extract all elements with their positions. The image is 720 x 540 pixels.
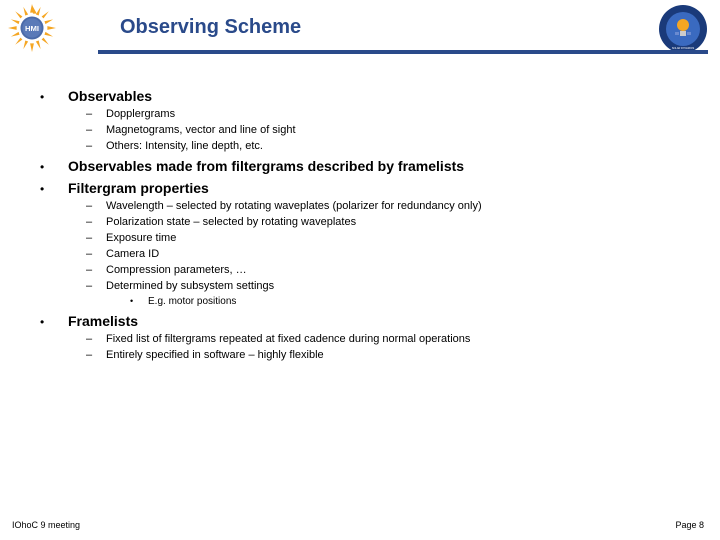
section-heading: • Observables made from filtergrams desc… (40, 158, 680, 174)
dash-icon: – (86, 108, 106, 120)
section-label: Observables made from filtergrams descri… (68, 158, 464, 174)
section-label: Filtergram properties (68, 180, 209, 196)
item-text: Polarization state – selected by rotatin… (106, 216, 356, 228)
section-label: Observables (68, 88, 152, 104)
bullet-icon: • (40, 90, 68, 104)
slide-header: HMI SOLAR DYNAMICS OBSERVATORY Observing… (0, 0, 720, 64)
bullet-icon: • (40, 160, 68, 174)
slide-body: • Observables –Dopplergrams –Magnetogram… (40, 82, 680, 365)
sub-list-item: •E.g. motor positions (130, 296, 680, 307)
section-label: Framelists (68, 313, 138, 329)
section-heading: • Framelists (40, 313, 680, 329)
list-item: –Compression parameters, … (86, 264, 680, 276)
footer-left: IOhoC 9 meeting (12, 520, 80, 530)
title-underline (98, 50, 708, 54)
list-item: –Entirely specified in software – highly… (86, 349, 680, 361)
dash-icon: – (86, 280, 106, 292)
list-item: –Magnetograms, vector and line of sight (86, 124, 680, 136)
list-item: –Wavelength – selected by rotating wavep… (86, 200, 680, 212)
dash-icon: – (86, 216, 106, 228)
subitem-text: E.g. motor positions (148, 296, 236, 307)
sdo-logo: SOLAR DYNAMICS OBSERVATORY (658, 4, 708, 54)
hmi-logo: HMI (8, 4, 56, 52)
item-text: Entirely specified in software – highly … (106, 349, 324, 361)
list-item: –Others: Intensity, line depth, etc. (86, 140, 680, 152)
dash-icon: – (86, 200, 106, 212)
item-text: Camera ID (106, 248, 159, 260)
list-item: –Exposure time (86, 232, 680, 244)
dash-icon: – (86, 264, 106, 276)
footer-right: Page 8 (675, 520, 704, 530)
dash-icon: – (86, 124, 106, 136)
item-text: Others: Intensity, line depth, etc. (106, 140, 263, 152)
svg-text:HMI: HMI (25, 24, 39, 33)
list-item: –Polarization state – selected by rotati… (86, 216, 680, 228)
item-text: Compression parameters, … (106, 264, 247, 276)
list-item: –Camera ID (86, 248, 680, 260)
list-item: –Fixed list of filtergrams repeated at f… (86, 333, 680, 345)
bullet-icon: • (130, 296, 148, 306)
item-text: Wavelength – selected by rotating wavepl… (106, 200, 482, 212)
dash-icon: – (86, 248, 106, 260)
dash-icon: – (86, 140, 106, 152)
dash-icon: – (86, 349, 106, 361)
item-text: Exposure time (106, 232, 176, 244)
section-heading: • Observables (40, 88, 680, 104)
section-heading: • Filtergram properties (40, 180, 680, 196)
list-item: –Determined by subsystem settings (86, 280, 680, 292)
slide-title: Observing Scheme (120, 16, 301, 39)
item-text: Magnetograms, vector and line of sight (106, 124, 296, 136)
bullet-icon: • (40, 182, 68, 196)
bullet-icon: • (40, 315, 68, 329)
item-text: Determined by subsystem settings (106, 280, 274, 292)
list-item: –Dopplergrams (86, 108, 680, 120)
item-text: Fixed list of filtergrams repeated at fi… (106, 333, 470, 345)
dash-icon: – (86, 333, 106, 345)
item-text: Dopplergrams (106, 108, 175, 120)
dash-icon: – (86, 232, 106, 244)
